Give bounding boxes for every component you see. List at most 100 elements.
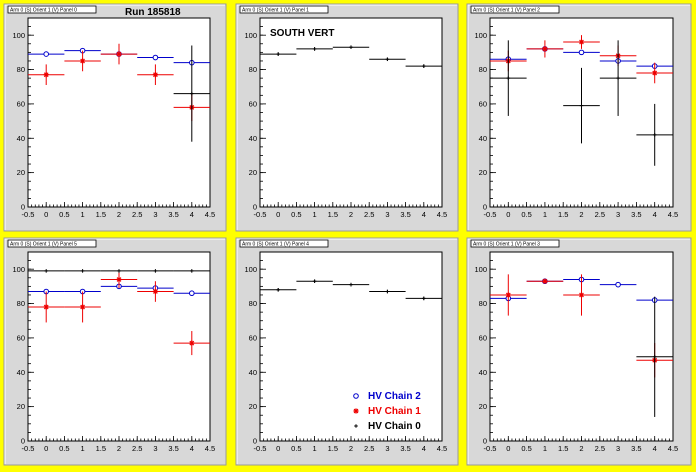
panel-title-text: Arm 0 (S) Orient 1 (V) Panel 5 bbox=[10, 241, 77, 247]
data-point bbox=[64, 50, 101, 72]
data-point bbox=[526, 40, 564, 58]
x-tick-label: 0.5 bbox=[291, 444, 301, 453]
y-tick-label: 0 bbox=[253, 437, 257, 446]
data-point bbox=[260, 52, 297, 56]
panel-title-box bbox=[239, 239, 329, 248]
x-tick-label: 2 bbox=[117, 444, 121, 453]
data-point bbox=[369, 57, 406, 62]
y-tick-label: 80 bbox=[479, 299, 487, 308]
chart-panel-0: Arm 0 (S) Orient 1 (V) Panel 0-0.5 0 0.5 1 1… bbox=[3, 3, 227, 232]
x-tick-label: 2 bbox=[579, 444, 583, 453]
data-point bbox=[173, 45, 210, 142]
x-tick-label: 0 bbox=[276, 210, 280, 219]
x-tick-label: 1 bbox=[81, 210, 85, 219]
legend-label: HV Chain 0 bbox=[368, 421, 421, 432]
x-tick-label: 0 bbox=[44, 444, 48, 453]
panel-highlight bbox=[467, 238, 690, 464]
data-point bbox=[526, 278, 564, 284]
x-tick-label: -0.5 bbox=[484, 444, 497, 453]
data-marker bbox=[80, 304, 86, 310]
data-point bbox=[137, 281, 174, 302]
x-tick-label: 3 bbox=[153, 444, 157, 453]
y-tick-label: 100 bbox=[12, 265, 25, 274]
data-marker bbox=[578, 49, 585, 56]
y-tick-label: 20 bbox=[17, 402, 25, 411]
chart-panel-1: Arm 0 (S) Orient 1 (V) Panel 1-0.5 0 0.5 1 1… bbox=[235, 3, 459, 232]
y-tick-label: 40 bbox=[17, 134, 25, 143]
y-tick-label: 20 bbox=[249, 168, 257, 177]
data-point bbox=[28, 291, 65, 323]
x-tick-label: 1 bbox=[81, 444, 85, 453]
x-tick-label: -0.5 bbox=[254, 444, 267, 453]
data-point bbox=[636, 103, 673, 166]
series-hv-chain-1 bbox=[28, 270, 210, 356]
data-point bbox=[260, 288, 297, 292]
data-point bbox=[636, 296, 673, 417]
y-tick-label: 80 bbox=[249, 65, 257, 74]
x-tick-label: 4.5 bbox=[437, 210, 447, 219]
data-marker bbox=[116, 51, 122, 57]
x-tick-label: 3.5 bbox=[631, 444, 641, 453]
data-point bbox=[599, 281, 637, 288]
y-tick-label: 0 bbox=[483, 437, 487, 446]
x-tick-label: 3 bbox=[153, 210, 157, 219]
x-tick-label: 0.5 bbox=[59, 210, 69, 219]
x-tick-label: 4 bbox=[190, 444, 194, 453]
y-tick-label: 100 bbox=[474, 31, 487, 40]
x-tick-label: 1.5 bbox=[96, 210, 106, 219]
data-marker bbox=[616, 76, 620, 80]
data-marker bbox=[385, 289, 390, 294]
data-point bbox=[173, 331, 210, 356]
panel-title-box bbox=[239, 5, 329, 14]
legend-marker-plus bbox=[354, 424, 358, 428]
data-marker bbox=[43, 304, 49, 310]
x-tick-label: 1 bbox=[313, 210, 317, 219]
x-tick-label: 2.5 bbox=[132, 444, 142, 453]
data-point bbox=[100, 43, 138, 65]
x-tick-label: 2 bbox=[117, 210, 121, 219]
y-tick-label: 40 bbox=[249, 134, 257, 143]
data-point bbox=[137, 54, 174, 61]
data-point bbox=[563, 67, 600, 144]
y-tick-label: 60 bbox=[17, 334, 25, 343]
panel-title: Arm 0 (S) Orient 1 (V) Panel 5 bbox=[7, 239, 97, 248]
data-point bbox=[563, 274, 600, 316]
data-point bbox=[64, 269, 101, 273]
data-marker bbox=[652, 355, 657, 359]
series-hv-chain-0 bbox=[260, 279, 442, 301]
data-marker bbox=[578, 292, 585, 298]
data-marker bbox=[153, 269, 158, 273]
x-tick-label: 2 bbox=[349, 444, 353, 453]
panel-title: Arm 0 (S) Orient 1 (V) Panel 4 bbox=[239, 239, 329, 248]
x-tick-label: 0.5 bbox=[521, 210, 531, 219]
x-tick-label: 2 bbox=[349, 210, 353, 219]
x-tick-label: 2.5 bbox=[595, 444, 605, 453]
y-tick-label: 100 bbox=[244, 265, 257, 274]
data-point bbox=[28, 64, 65, 86]
x-tick-label: 0 bbox=[506, 210, 510, 219]
data-point bbox=[405, 296, 442, 301]
x-tick-label: 1.5 bbox=[328, 444, 338, 453]
data-marker bbox=[43, 72, 49, 78]
x-tick-label: 3 bbox=[616, 210, 620, 219]
y-tick-label: 20 bbox=[17, 168, 25, 177]
y-tick-label: 0 bbox=[21, 203, 25, 212]
x-tick-label: 2.5 bbox=[364, 444, 374, 453]
y-tick-label: 40 bbox=[249, 368, 257, 377]
panel-title-text: Arm 0 (S) Orient 1 (V) Panel 2 bbox=[473, 7, 540, 13]
data-point bbox=[563, 49, 600, 56]
legend-label: HV Chain 2 bbox=[368, 391, 421, 402]
data-marker bbox=[579, 103, 584, 108]
legend-marker-circle bbox=[353, 393, 359, 399]
data-point bbox=[100, 270, 138, 289]
y-tick-label: 20 bbox=[479, 168, 487, 177]
x-tick-label: 4.5 bbox=[668, 444, 678, 453]
data-marker bbox=[117, 269, 121, 273]
data-marker bbox=[505, 292, 511, 298]
x-tick-label: 0.5 bbox=[521, 444, 531, 453]
panel-highlight bbox=[236, 4, 457, 230]
x-tick-label: 4 bbox=[653, 444, 657, 453]
x-tick-label: -0.5 bbox=[22, 444, 35, 453]
x-tick-label: 4 bbox=[653, 210, 657, 219]
x-tick-label: 4.5 bbox=[437, 444, 447, 453]
